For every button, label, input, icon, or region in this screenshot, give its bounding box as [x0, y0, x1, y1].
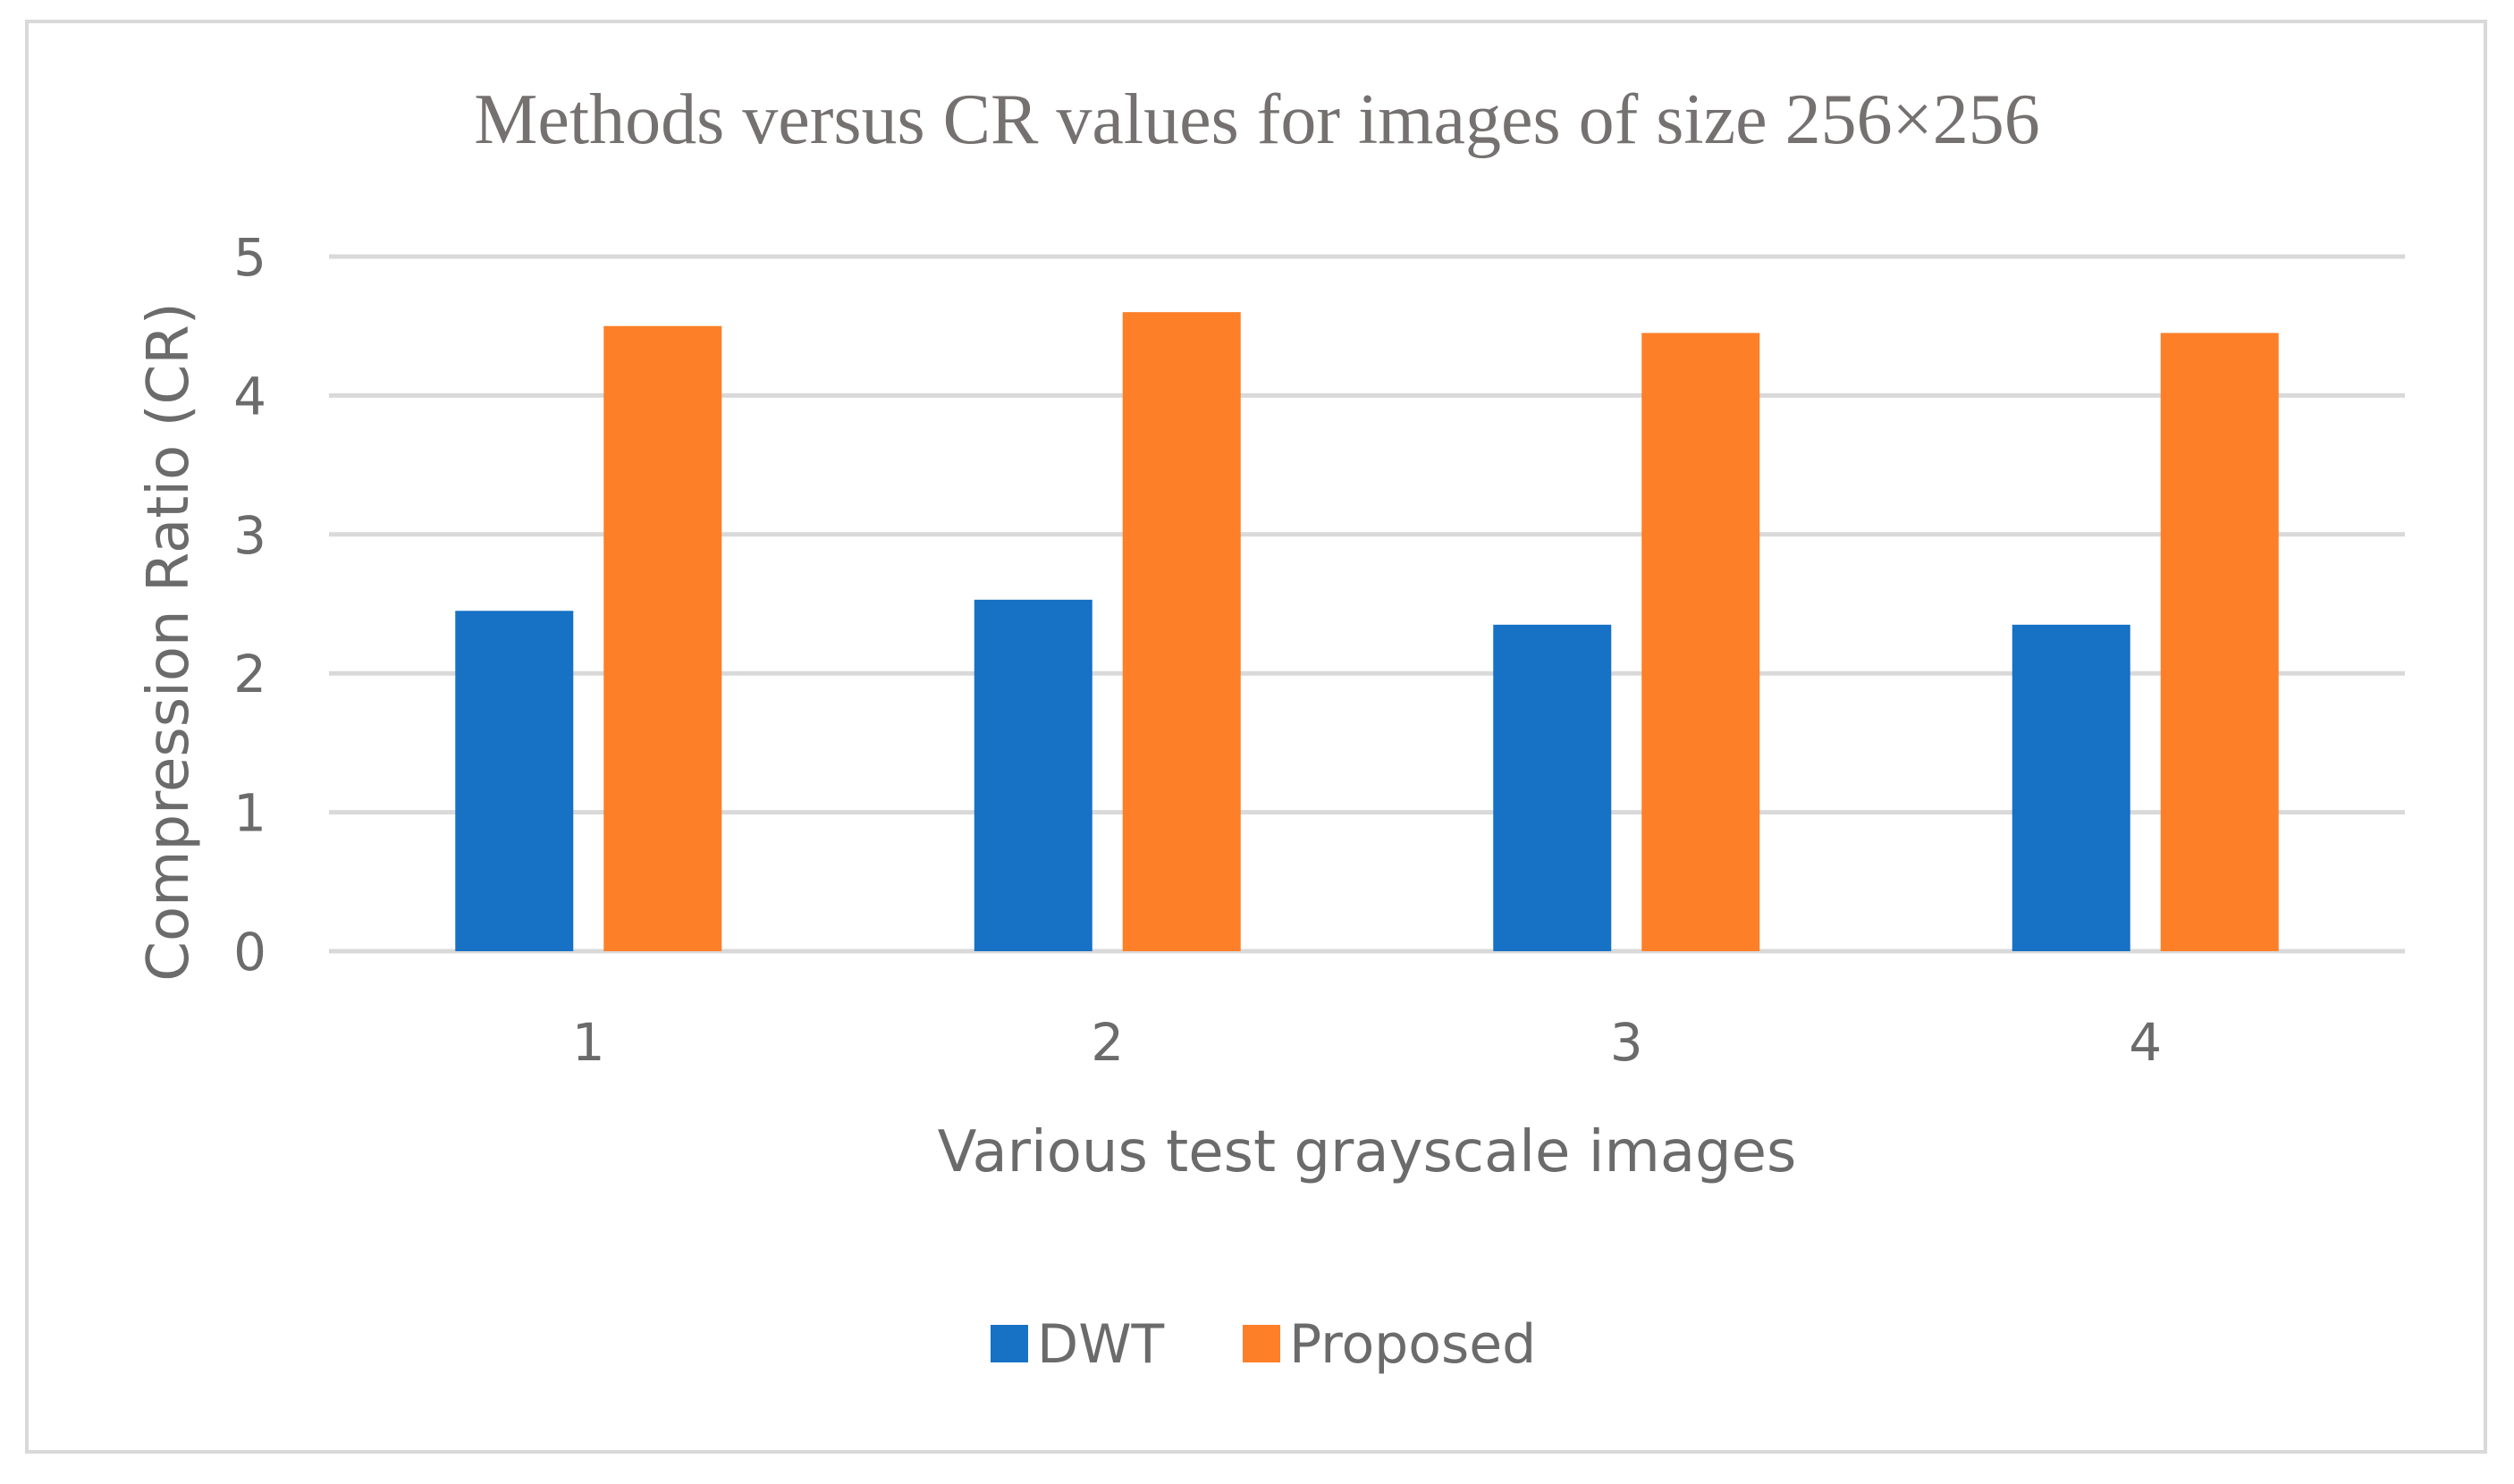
- x-tick-label: 4: [2129, 1012, 2162, 1073]
- y-tick-label: 5: [233, 227, 266, 288]
- legend-swatch-dwt: [991, 1325, 1028, 1362]
- bar-proposed-3: [1641, 333, 1760, 952]
- bar-dwt-3: [1493, 624, 1612, 951]
- y-tick-label: 3: [233, 505, 266, 566]
- bars: [455, 312, 2279, 952]
- legend-swatch-proposed: [1243, 1325, 1280, 1362]
- x-tick-label: 3: [1610, 1012, 1643, 1073]
- chart-title: Methods versus CR values for images of s…: [474, 80, 2040, 159]
- y-axis-title: Compression Ratio (CR): [136, 302, 202, 981]
- bar-dwt-2: [974, 599, 1092, 951]
- bar-proposed-2: [1122, 312, 1241, 951]
- bar-dwt-1: [455, 611, 574, 951]
- y-tick-label: 2: [233, 644, 266, 704]
- x-axis-ticks: 1 2 3 4: [572, 1012, 2162, 1073]
- bar-proposed-1: [603, 325, 722, 951]
- y-tick-label: 4: [233, 366, 266, 426]
- bar-dwt-4: [2012, 624, 2130, 951]
- legend-label-proposed: Proposed: [1289, 1313, 1536, 1376]
- legend: DWT Proposed: [991, 1313, 1536, 1376]
- y-axis-ticks: 0 1 2 3 4 5: [233, 227, 266, 982]
- x-axis-title: Various test grayscale images: [938, 1119, 1797, 1185]
- y-tick-label: 0: [233, 922, 266, 982]
- x-tick-label: 2: [1091, 1012, 1124, 1073]
- y-tick-label: 1: [233, 783, 266, 844]
- legend-label-dwt: DWT: [1037, 1313, 1165, 1376]
- bar-proposed-4: [2160, 333, 2279, 952]
- x-tick-label: 1: [572, 1012, 605, 1073]
